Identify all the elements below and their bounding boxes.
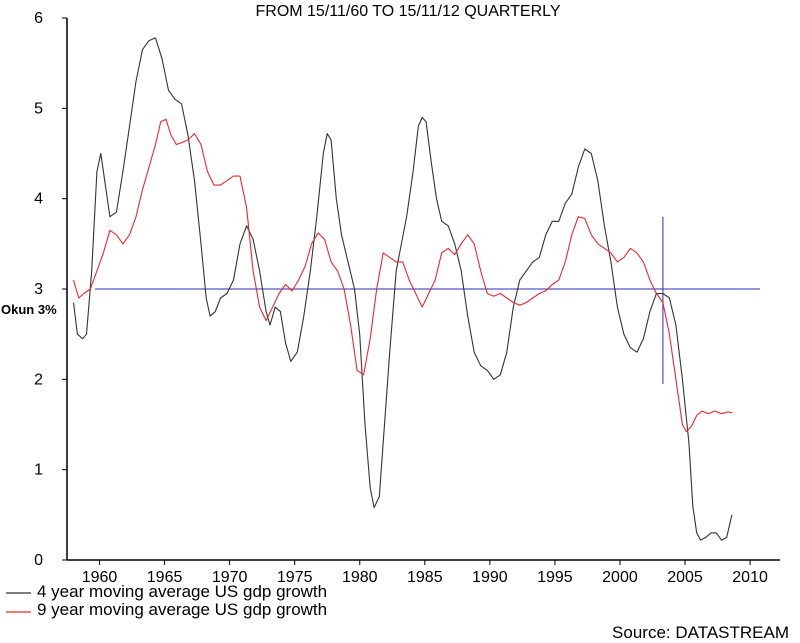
- y-tick-label-4: 4: [34, 191, 43, 208]
- okun-annotation: Okun 3%: [1, 302, 57, 317]
- x-tick-label-2: 1970: [212, 569, 248, 586]
- y-tick-label-6: 6: [34, 10, 43, 27]
- legend: 4 year moving average US gdp growth 9 ye…: [6, 582, 327, 619]
- legend-label-9yr: 9 year moving average US gdp growth: [37, 600, 327, 619]
- y-tick-label-0: 0: [34, 552, 43, 569]
- x-tick-label-1: 1965: [147, 569, 183, 586]
- reference-lines: [95, 216, 760, 384]
- x-tick-label-8: 2000: [602, 569, 638, 586]
- x-tick-label-4: 1980: [342, 569, 378, 586]
- x-tick-label-6: 1990: [472, 569, 508, 586]
- x-tick-label-3: 1975: [277, 569, 313, 586]
- y-tick-label-1: 1: [34, 462, 43, 479]
- x-tick-label-0: 1960: [82, 569, 118, 586]
- y-axis-ticks: 0 1 2 3 4 5 6: [34, 10, 67, 569]
- x-tick-label-5: 1985: [407, 569, 443, 586]
- chart-title: FROM 15/11/60 TO 15/11/12 QUARTERLY: [255, 3, 560, 20]
- series-lines: [72, 37, 733, 541]
- x-tick-label-7: 1995: [537, 569, 573, 586]
- x-axis-ticks: 1960 1965 1970 1975 1980 1985 1990 1995 2000 2005…: [82, 560, 768, 586]
- y-tick-label-2: 2: [34, 371, 43, 388]
- source-label: Source: DATASTREAM: [612, 623, 789, 642]
- series-line-9yr-moving-average: [72, 118, 733, 433]
- series-line-4yr-moving-average: [72, 37, 733, 541]
- y-tick-label-3: 3: [34, 281, 43, 298]
- y-tick-label-5: 5: [34, 100, 43, 117]
- x-tick-label-9: 2005: [667, 569, 703, 586]
- x-tick-label-10: 2010: [732, 569, 768, 586]
- legend-label-4yr: 4 year moving average US gdp growth: [37, 582, 327, 601]
